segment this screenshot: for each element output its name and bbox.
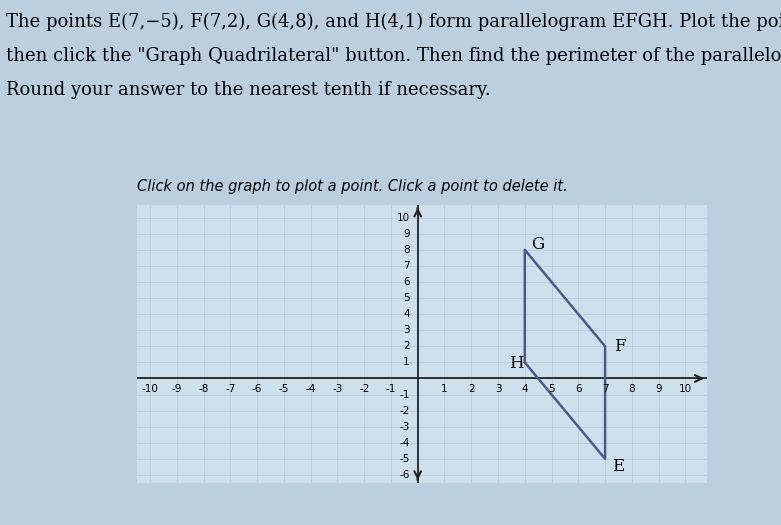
- Text: 4: 4: [522, 384, 528, 394]
- Text: -2: -2: [359, 384, 369, 394]
- Text: -2: -2: [399, 406, 410, 416]
- Text: Click on the graph to plot a point. Click a point to delete it.: Click on the graph to plot a point. Clic…: [137, 179, 568, 194]
- Text: 4: 4: [403, 309, 410, 319]
- Text: 9: 9: [403, 229, 410, 239]
- Text: 7: 7: [602, 384, 608, 394]
- Text: -4: -4: [305, 384, 316, 394]
- Text: 3: 3: [403, 325, 410, 335]
- Text: Round your answer to the nearest tenth if necessary.: Round your answer to the nearest tenth i…: [6, 81, 491, 99]
- Text: 8: 8: [629, 384, 635, 394]
- Text: 8: 8: [403, 245, 410, 255]
- Text: 6: 6: [403, 277, 410, 287]
- Text: 9: 9: [655, 384, 662, 394]
- Text: 3: 3: [494, 384, 501, 394]
- Text: 5: 5: [548, 384, 555, 394]
- Text: -6: -6: [399, 470, 410, 480]
- Text: -5: -5: [279, 384, 289, 394]
- Text: -1: -1: [386, 384, 396, 394]
- Text: -3: -3: [332, 384, 343, 394]
- Text: 10: 10: [397, 213, 410, 223]
- Text: -6: -6: [252, 384, 262, 394]
- Text: 10: 10: [679, 384, 692, 394]
- Text: -5: -5: [399, 454, 410, 464]
- Text: then click the "Graph Quadrilateral" button. Then find the perimeter of the para: then click the "Graph Quadrilateral" but…: [6, 47, 781, 65]
- Text: E: E: [612, 458, 624, 475]
- Text: 2: 2: [468, 384, 475, 394]
- Text: -4: -4: [399, 438, 410, 448]
- Text: G: G: [532, 236, 544, 253]
- Text: -7: -7: [225, 384, 236, 394]
- Text: -1: -1: [399, 390, 410, 400]
- Text: -10: -10: [141, 384, 159, 394]
- Text: F: F: [615, 338, 626, 355]
- Text: 7: 7: [403, 261, 410, 271]
- Text: 1: 1: [403, 358, 410, 368]
- Text: -3: -3: [399, 422, 410, 432]
- Text: 5: 5: [403, 293, 410, 303]
- Text: 2: 2: [403, 341, 410, 351]
- Text: 6: 6: [575, 384, 582, 394]
- Text: H: H: [508, 355, 523, 372]
- Text: -9: -9: [172, 384, 182, 394]
- Text: -8: -8: [198, 384, 209, 394]
- Text: The points E(7,−5), F(7,2), G(4,8), and H(4,1) form parallelogram EFGH. Plot the: The points E(7,−5), F(7,2), G(4,8), and …: [6, 13, 781, 31]
- Text: 1: 1: [441, 384, 448, 394]
